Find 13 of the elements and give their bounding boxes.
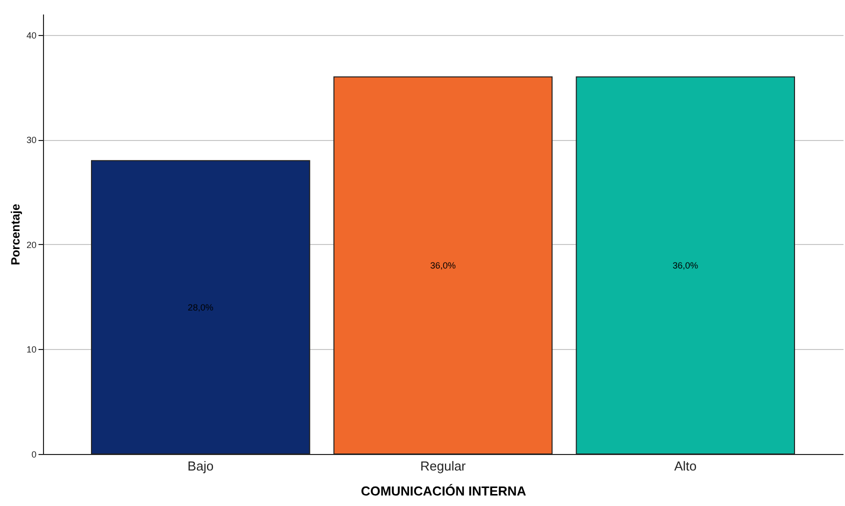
data-label: 36,0% bbox=[430, 260, 456, 270]
y-tick-label: 10 bbox=[26, 344, 36, 355]
y-tick-label: 0 bbox=[31, 450, 36, 460]
y-tick-label: 20 bbox=[26, 240, 36, 250]
y-tick-label: 30 bbox=[26, 135, 36, 146]
data-label: 36,0% bbox=[672, 260, 698, 270]
x-tick-label: Bajo bbox=[188, 458, 214, 474]
y-axis-title: Porcentaje bbox=[8, 203, 22, 266]
x-tick-label: Regular bbox=[420, 458, 466, 474]
y-tick-label: 40 bbox=[26, 30, 36, 40]
data-label: 28,0% bbox=[188, 302, 214, 312]
x-axis-title: COMUNICACIÓN INTERNA bbox=[360, 484, 527, 498]
x-tick-label: Alto bbox=[674, 458, 697, 474]
